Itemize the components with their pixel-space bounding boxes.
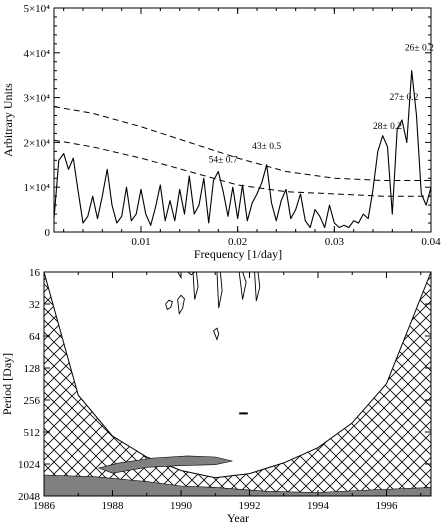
y-tick-label-bottom-7: 2048 [18, 491, 41, 503]
peak-label-1: 43± 0.5 [252, 142, 281, 152]
confidence-line-2 [53, 139, 431, 197]
contour-line-4 [192, 271, 199, 300]
x-tick-label-bottom-1: 1988 [101, 500, 124, 512]
x-tick-label-top-0: 0.01 [131, 236, 150, 248]
x-tick-label-bottom-3: 1992 [238, 500, 260, 512]
y-tick-label-bottom-6: 1024 [18, 459, 41, 471]
x-axis-title-top: Frequency [1/day] [194, 247, 282, 261]
y-tick-label-bottom-1: 32 [29, 299, 40, 311]
contour-line-3 [177, 294, 185, 316]
top-plot-frame [53, 7, 432, 233]
spectrum-line-0 [53, 70, 432, 229]
confidence-line-1 [53, 106, 431, 181]
x-axis-title-bottom: Year [227, 511, 249, 524]
y-axis-title-top: Arbitrary Units [1, 83, 15, 157]
wavelet-spectrum-chart: 1986 1988 1990 1992 1994 1996 16 32 64 128 256 512 1… [0, 267, 432, 524]
x-tick-label-top-3: 0.04 [421, 236, 441, 248]
contour-line-8 [213, 327, 220, 341]
x-tick-label-bottom-0: 1986 [33, 500, 56, 512]
power-spectrum-chart: 54± 0.7 43± 0.5 28± 0.2 27± 0.2 26± 0.2 0.01… [1, 3, 441, 261]
peak-label-4: 26± 0.2 [405, 44, 434, 54]
y-tick-label-top-3: 3×10⁴ [23, 93, 50, 105]
peak-label-2: 28± 0.2 [373, 122, 402, 132]
x-tick-label-top-2: 0.03 [325, 236, 345, 248]
y-tick-label-bottom-5: 512 [24, 427, 41, 439]
y-axis-title-bottom: Period [Day] [0, 353, 14, 415]
contour-line-5 [216, 271, 223, 309]
y-tick-label-top-4: 4×10⁴ [23, 48, 50, 60]
cone-of-influence-line [43, 271, 432, 479]
cone-of-influence-hatch [44, 272, 431, 496]
y-tick-label-top-2: 2×10⁴ [23, 137, 50, 149]
x-tick-label-bottom-2: 1990 [170, 500, 193, 512]
y-tick-label-bottom-3: 128 [24, 363, 41, 375]
y-tick-label-bottom-2: 64 [29, 331, 41, 343]
y-tick-label-top-5: 5×10⁴ [23, 3, 50, 15]
contour-line-6 [238, 271, 247, 300]
x-tick-label-bottom-5: 1996 [375, 500, 398, 512]
y-tick-label-bottom-0: 16 [29, 267, 41, 279]
contour-line-1 [187, 271, 195, 276]
peak-label-0: 54± 0.7 [209, 156, 238, 166]
significant-region-0 [97, 455, 233, 474]
peak-label-3: 27± 0.2 [389, 93, 418, 103]
x-tick-label-top-1: 0.02 [228, 236, 247, 248]
contour-line-0 [177, 271, 182, 279]
contour-line-7 [254, 271, 261, 302]
y-tick-label-bottom-4: 256 [24, 395, 41, 407]
x-tick-label-bottom-4: 1994 [307, 500, 330, 512]
bottom-plot-frame [43, 271, 432, 497]
contour-line-2 [165, 299, 173, 311]
y-tick-label-top-1: 1×10⁴ [23, 182, 50, 194]
y-tick-label-top-0: 0 [45, 227, 51, 239]
